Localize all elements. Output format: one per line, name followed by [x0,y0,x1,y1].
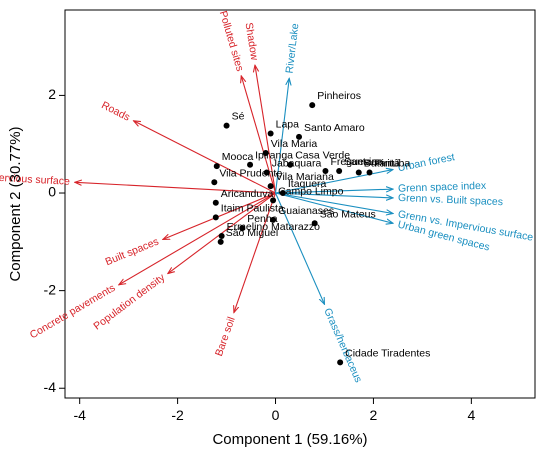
vila-maria-point [262,149,269,156]
y-axis-title: Component 2 (30.77%) [7,126,24,281]
vila-prudente-point-label: Vila Prudente [219,167,282,179]
built-spaces-vector [163,192,276,239]
bare-soil-vector-label: Bare soil [213,315,238,358]
vila-maria-point-label: Vila Maria [271,138,318,150]
vila-mariana-point [267,183,274,190]
score-points: Pinheiros Lapa Santo Amaro Sé Vila MariaIpir… [211,90,430,366]
polluted-sites-vector-label: Polluted sites [217,9,246,72]
penha-point [239,225,246,232]
x-tick-label: 0 [272,407,280,423]
concrete-pavements-vector [119,192,276,285]
casa-verde-point [287,161,294,168]
ipiranga-point [247,161,254,168]
vila-prudente-point [211,179,218,186]
shadow-vector [255,65,277,194]
aricanduva-point-label: Aricanduva [221,188,274,200]
x-tick-label: 2 [370,407,378,423]
butanta-point [355,169,362,176]
guaianases-point-label: Guaianases [278,205,334,217]
shadow-vector-label: Shadow [242,22,260,62]
river-lake-vector [274,78,290,194]
cidade-tiradentes-point-label: Cidade Tiradentes [345,347,430,359]
casa-verde-point-label: Casa Verde [295,150,350,162]
pinheiros-point-label: Pinheiros [317,90,361,102]
itaim-paulista-point-label: Itaim Paulista [221,202,284,214]
plot-frame [64,9,536,399]
grenn-space-index-vector-label: Grenn space index [398,180,487,195]
river-lake-vector-label: River/Lake [284,23,302,74]
grass-herbaceus-vector [275,192,325,304]
sao-miguel-point [217,238,224,245]
x-tick-label: 4 [467,407,475,423]
pirituba-point [366,169,373,176]
x-tick-label: -2 [171,407,184,423]
penha-point-label: Penha [247,213,278,225]
x-tick-label: -4 [73,407,86,423]
lapa-point-label: Lapa [276,118,300,130]
santo-amaro-point [296,133,303,140]
mooca-point [213,163,220,170]
axis-ticks: -4 -2 0 2 4 -4 -2 0 2 [44,86,476,423]
se-point-label: Sé [232,111,245,123]
cidade-tiradentes-point [337,359,344,366]
lapa-point [267,130,274,137]
grenn-space-index-vector [275,189,394,194]
urban-green-spaces-vector [275,192,394,223]
se-point [223,122,230,129]
y-tick-label: 0 [48,184,56,200]
butanta-point-label: Butantã [364,158,400,170]
ermelino-matarazzo-point-label: Ermelino Matarazzo [227,221,321,233]
bare-soil-vector [234,192,277,313]
grenn-vs-impervious-surface-vector [275,192,394,213]
jabaquara-point [263,169,270,176]
built-spaces-vector-label: Built spaces [104,236,161,269]
y-tick-label: -4 [44,379,57,395]
jabaquara-point-label: Jabaquara [272,158,322,170]
y-tick-label: -2 [44,281,57,297]
ipiranga-point-label: Ipiranga [255,150,293,162]
x-axis-title: Component 1 (59.16%) [212,431,367,448]
ermelino-matarazzo-point [218,232,225,239]
freguesia-point-label: Freguesia [330,156,377,168]
itaquera-point-label: Itaquera [288,178,327,190]
impervious-surface-vector [75,182,276,194]
mooca-point-label: Mooca [222,151,254,163]
santana-point-label: Santana [344,156,383,168]
sao-mateus-point-label: São Mateus [320,208,376,220]
grenn-vs-built-spaces-vector [275,192,394,198]
sao-miguel-point-label: São Miguel [226,227,279,239]
y-tick-label: 2 [48,86,56,102]
guaianases-point [270,216,277,223]
campo-limpo-point-label: Campo Limpo [278,185,344,197]
itaquera-point [279,190,286,197]
roads-vector-label: Roads [99,99,131,123]
vila-mariana-point-label: Vila Mariana [276,171,334,183]
aricanduva-point [212,199,219,206]
grenn-vs-built-spaces-vector-label: Grenn vs. Built spaces [398,192,503,208]
urban-forest-vector [275,170,394,194]
santo-amaro-point-label: Santo Amaro [304,122,365,134]
itaim-paulista-point [212,214,219,221]
population-density-vector-label: Population density [91,271,167,332]
freguesia-point [322,168,329,175]
grass-herbaceus-vector-label: Grass/herbaceus [321,306,364,384]
impervious-surface-vector-label: Impervious surface [0,171,70,188]
polluted-sites-vector [241,76,277,194]
concrete-pavements-vector-label: Concrete pavements [28,282,118,341]
campo-limpo-point [270,197,277,204]
santana-point [336,168,343,175]
roads-vector [134,121,276,194]
sao-mateus-point [311,220,318,227]
pirituba-point-label: Pirituba [375,158,411,170]
pinheiros-point [309,102,316,109]
